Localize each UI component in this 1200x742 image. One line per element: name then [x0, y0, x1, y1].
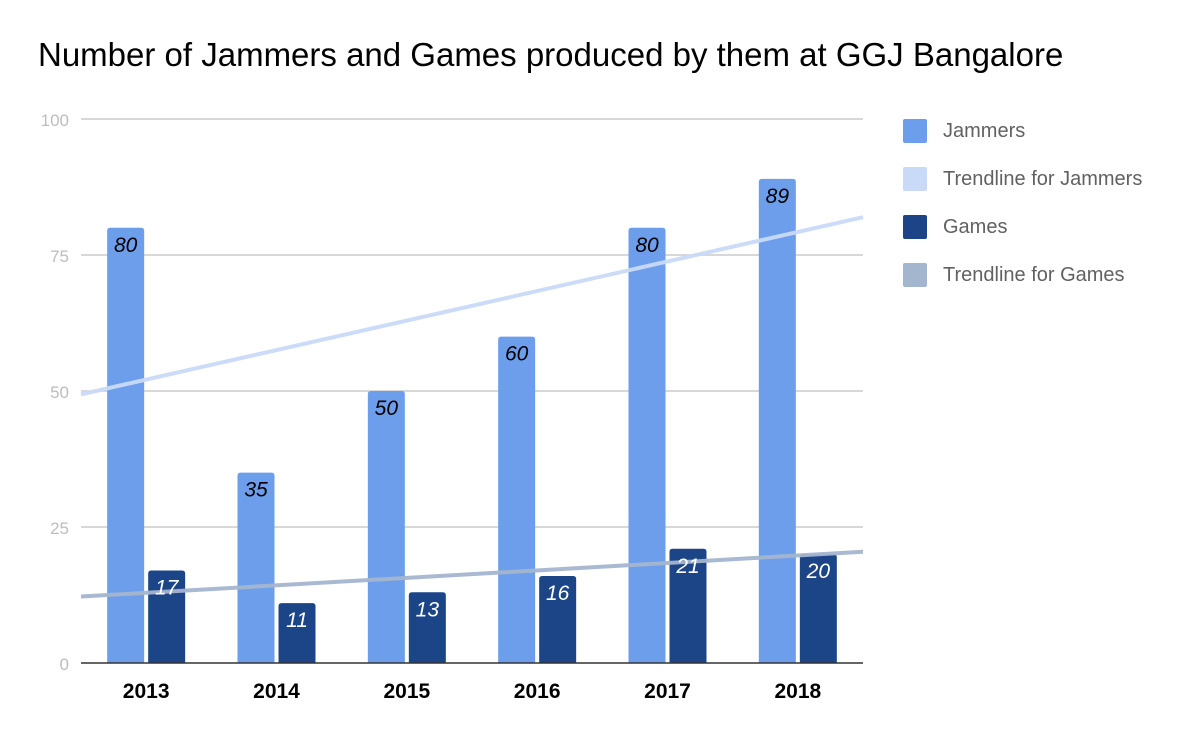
y-tick-label: 100 — [41, 111, 69, 130]
bar-jammers-2013 — [107, 227, 145, 664]
bar-jammers-2018 — [758, 178, 796, 663]
data-label: 11 — [286, 609, 308, 632]
legend-item-jammers[interactable]: Jammers — [903, 107, 1142, 155]
legend-label-games: Games — [943, 215, 1008, 238]
bar-games-2015 — [408, 592, 446, 663]
y-tick-label: 25 — [50, 519, 69, 538]
data-label: 60 — [505, 343, 529, 366]
x-tick-label: 2016 — [514, 680, 561, 703]
chart-title: Number of Jammers and Games produced by … — [38, 36, 1064, 73]
legend-label-trendline-jammers: Trendline for Jammers — [943, 167, 1143, 190]
legend-item-trendline-games[interactable]: Trendline for Games — [903, 251, 1142, 299]
legend: Jammers Trendline for Jammers Games Tren… — [903, 107, 1142, 299]
grid-lines — [81, 118, 863, 528]
legend-label-trendline-games: Trendline for Games — [943, 263, 1125, 286]
bar-games-2018 — [799, 554, 837, 663]
data-labels: 80 17 35 11 50 13 60 16 80 21 89 20 — [114, 185, 830, 632]
bar-games-2014 — [278, 603, 316, 663]
bar-jammers-2015 — [367, 391, 405, 663]
bar-games-2017 — [669, 548, 707, 663]
legend-label-jammers: Jammers — [943, 119, 1026, 142]
legend-item-trendline-jammers[interactable]: Trendline for Jammers — [903, 155, 1142, 203]
data-label: 20 — [806, 560, 831, 583]
data-label: 89 — [766, 185, 790, 208]
legend-swatch-trendline-games — [903, 263, 927, 287]
legend-swatch-games — [903, 215, 927, 239]
data-label: 80 — [114, 234, 138, 257]
data-label: 50 — [375, 397, 399, 420]
data-label: 16 — [546, 582, 570, 605]
trendline-games — [80, 549, 864, 599]
x-tick-label: 2015 — [383, 680, 430, 703]
bars — [107, 178, 837, 664]
x-tick-label: 2014 — [253, 680, 300, 703]
data-label: 13 — [416, 598, 440, 621]
bar-jammers-2014 — [237, 472, 275, 663]
data-label: 35 — [244, 479, 268, 502]
y-tick-label: 50 — [50, 383, 69, 402]
y-tick-label: 75 — [50, 247, 69, 266]
trendlines — [80, 215, 864, 599]
x-tick-label: 2013 — [123, 680, 170, 703]
x-tick-label: 2018 — [774, 680, 821, 703]
bar-jammers-2017 — [628, 227, 666, 664]
y-tick-label: 0 — [60, 655, 69, 674]
legend-swatch-trendline-jammers — [903, 167, 927, 191]
data-label: 17 — [155, 577, 180, 600]
bar-jammers-2016 — [498, 336, 536, 663]
x-tick-label: 2017 — [644, 680, 691, 703]
legend-item-games[interactable]: Games — [903, 203, 1142, 251]
bar-games-2016 — [539, 575, 577, 663]
data-label: 80 — [635, 234, 659, 257]
trendline-jammers — [80, 215, 864, 397]
data-label: 21 — [675, 555, 699, 578]
legend-swatch-jammers — [903, 119, 927, 143]
